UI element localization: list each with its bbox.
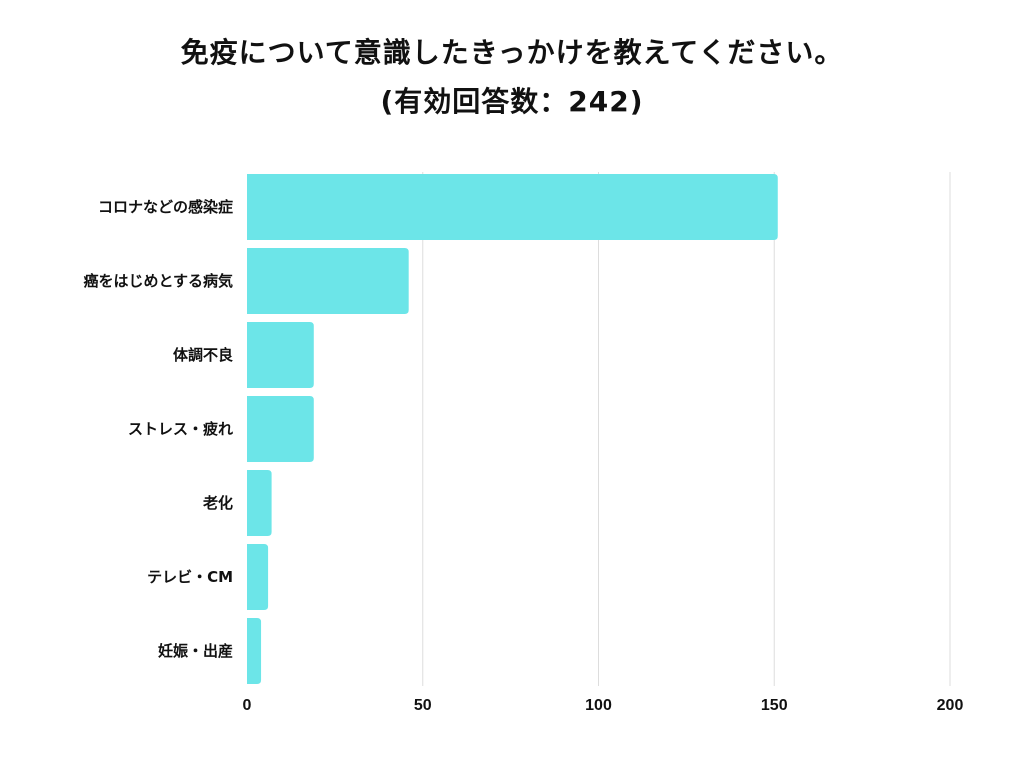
x-tick-label: 100 [585,697,612,714]
chart-title: 免疫について意識したきっかけを教えてください。 [180,36,844,69]
bars [247,174,778,684]
x-tick-label: 150 [761,697,788,714]
x-axis-tick-labels: 0 50 100 150 200 [243,697,964,714]
x-tick-label: 200 [937,697,964,714]
category-label: 妊娠・出産 [158,642,233,660]
grid-lines [422,172,951,686]
bar [247,248,409,314]
category-label: ストレス・疲れ [128,420,233,438]
bar [247,544,269,610]
bar [247,322,314,388]
chart-subtitle: (有効回答数：242) [380,85,644,118]
bar [247,618,262,684]
x-tick-label: 50 [414,697,432,714]
category-label: 老化 [202,494,233,512]
bar [247,396,314,462]
category-label: 癌をはじめとする病気 [83,272,233,290]
category-label: 体調不良 [173,346,233,364]
category-label: テレビ・CM [147,568,233,586]
bar [247,470,272,536]
x-tick-label: 0 [243,697,252,714]
bar [247,174,778,240]
category-label: コロナなどの感染症 [98,198,233,216]
